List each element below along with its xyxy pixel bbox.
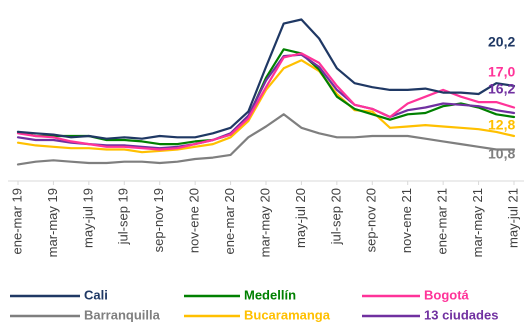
- x-tick-label: jul-sep 19: [116, 188, 131, 245]
- end-label-cali: 20,2: [488, 34, 515, 50]
- end-label-bucaramanga: 12,8: [488, 117, 515, 133]
- legend-label: Cali: [84, 287, 108, 302]
- end-label-bogotá: 17,0: [488, 64, 515, 80]
- legend: Cali Medellín Bogotá Barranquilla Bucaramang…: [10, 287, 498, 322]
- x-tick-label: jul-sep 20: [328, 188, 343, 245]
- legend-label: 13 ciudades: [424, 307, 498, 322]
- series-line-bogotá: [16, 52, 516, 151]
- end-label-13-ciudades: 16,2: [488, 81, 515, 97]
- x-tick-label: mar-may 19: [45, 188, 60, 257]
- series-line-barranquilla: [16, 113, 516, 166]
- x-axis: ene-mar 19 mar-may 19 may-jul 19 jul-sep 19…: [8, 180, 524, 257]
- x-tick-label: may-jul 19: [80, 188, 95, 248]
- x-tick-label: mar-may 21: [470, 188, 485, 257]
- x-tick-label: nov-ene 20: [187, 188, 202, 253]
- series-line-medellín: [16, 48, 516, 146]
- x-tick-label: mar-may 20: [257, 188, 272, 257]
- x-tick-label: ene-mar 20: [222, 188, 237, 254]
- legend-item-13-ciudades: 13 ciudades: [362, 307, 498, 322]
- series-line-cali: [16, 18, 516, 140]
- x-tick-label: may-jul 21: [505, 188, 520, 248]
- legend-label: Bucaramanga: [244, 307, 331, 322]
- series-lines: [16, 18, 516, 166]
- legend-item-medellín: Medellín: [184, 287, 296, 302]
- x-tick-label: may-jul 20: [293, 188, 308, 248]
- legend-label: Medellín: [244, 287, 296, 302]
- x-tick-label: sep-nov 20: [364, 188, 379, 252]
- legend-item-bucaramanga: Bucaramanga: [184, 307, 331, 322]
- legend-item-bogotá: Bogotá: [362, 287, 470, 302]
- legend-item-cali: Cali: [10, 287, 108, 302]
- x-tick-label: ene-mar 21: [435, 188, 450, 254]
- end-label-barranquilla: 10,8: [488, 146, 515, 162]
- x-tick-label: ene-mar 19: [9, 188, 24, 254]
- series-line-bucaramanga: [16, 59, 516, 154]
- legend-label: Barranquilla: [84, 307, 161, 322]
- x-tick-label: nov-ene 21: [399, 188, 414, 253]
- end-labels: 20,2 17,0 10,8 12,8 16,2: [488, 34, 515, 162]
- x-tick-label: sep-nov 19: [151, 188, 166, 252]
- legend-item-barranquilla: Barranquilla: [10, 307, 161, 322]
- legend-label: Bogotá: [424, 287, 470, 302]
